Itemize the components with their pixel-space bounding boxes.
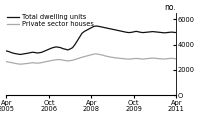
Legend: Total dwelling units, Private sector houses: Total dwelling units, Private sector hou…: [7, 14, 94, 27]
Private sector houses: [175, 58, 178, 60]
Line: Private sector houses: Private sector houses: [6, 54, 176, 64]
Line: Total dwelling units: Total dwelling units: [6, 26, 176, 55]
Total dwelling units: [151, 31, 154, 32]
Total dwelling units: [64, 48, 67, 50]
Private sector houses: [156, 58, 159, 59]
Total dwelling units: [19, 54, 22, 55]
Private sector houses: [151, 57, 154, 59]
Total dwelling units: [95, 25, 97, 27]
Total dwelling units: [92, 26, 95, 27]
Private sector houses: [45, 61, 48, 62]
Text: no.: no.: [164, 3, 176, 12]
Total dwelling units: [45, 49, 48, 51]
Total dwelling units: [5, 50, 8, 52]
Private sector houses: [95, 53, 97, 55]
Total dwelling units: [175, 32, 178, 33]
Private sector houses: [64, 60, 67, 61]
Private sector houses: [5, 61, 8, 62]
Total dwelling units: [156, 31, 159, 33]
Private sector houses: [92, 53, 95, 55]
Private sector houses: [163, 58, 166, 60]
Private sector houses: [19, 63, 22, 65]
Total dwelling units: [163, 32, 166, 34]
